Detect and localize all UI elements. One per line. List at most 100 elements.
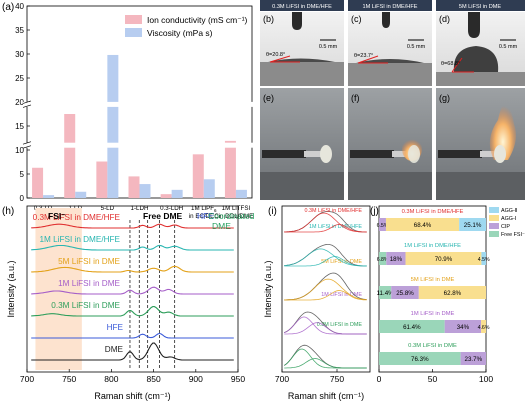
photo-e: (e) (260, 88, 344, 200)
panel-label-j: (j) (370, 206, 379, 217)
row-title-j: 0.3M LiFSI in DME (408, 343, 457, 349)
sample-g (494, 145, 506, 163)
segment-label-j: 62.8% (444, 290, 462, 297)
droplet-d (453, 46, 499, 72)
photo-g: (g) (436, 88, 525, 200)
bar-ion-3 (128, 176, 140, 198)
segment-label-j: 25.1% (464, 222, 482, 229)
photo-panels: 0.3M LiFSI in DME/HFE θ=20.8° 0.5 mm (b)… (260, 0, 525, 200)
bar-ion-0 (32, 167, 44, 198)
y-tick-label-a: 25 (15, 74, 24, 83)
panel-label-e: (e) (263, 93, 274, 103)
annotation-coordinated-dme: DME (212, 221, 231, 231)
segment-label-j: 70.9% (435, 256, 453, 263)
needle-c (382, 12, 390, 28)
segment-agg1 (385, 218, 460, 231)
series-label-h: 1M LiFSI in DME/HFE (39, 235, 120, 244)
legend-label-j: Free FSI⁻ (501, 232, 525, 238)
x-tick-label-i: 750 (330, 374, 344, 384)
panel-label-c: (c) (351, 14, 362, 24)
photo-d-header-bg (436, 0, 525, 11)
series-label-i: 0.3M LiFSI in DME/HFE (304, 208, 362, 214)
segment-cip (379, 218, 386, 231)
panel-label-i: (i) (268, 206, 277, 217)
strip-f (392, 151, 410, 157)
x-label-a: 0.3-LDH (160, 205, 183, 212)
segment-agg2 (481, 252, 486, 265)
y-tick-label-a: 15 (15, 122, 24, 131)
segment-cip (460, 352, 486, 365)
panel-label-f: (f) (351, 93, 360, 103)
series-label-h: 0.3M LiFSI in DME/HFE (33, 213, 121, 222)
row-title-j: 0.3M LiFSI in DME/HFE (402, 209, 464, 215)
series-label-i: 5M LiFSI in DME (321, 259, 362, 265)
table-e (260, 172, 344, 200)
spectrum-h-0 (31, 342, 234, 361)
segment-label-j: 25.8% (396, 290, 414, 297)
x-tick-label-h: 900 (189, 374, 203, 384)
substrate-d (436, 72, 525, 86)
segment-label-j: 6.5% (377, 223, 389, 229)
substrate-b (260, 62, 344, 86)
bar-visc-3 (139, 184, 151, 198)
bar-visc-6 (235, 189, 247, 198)
segment-ffsi (379, 252, 387, 265)
x-label-a: 5-LD (101, 205, 115, 212)
x-label-a: 1M LiPF6 (191, 205, 217, 213)
fsi-band (35, 208, 82, 370)
legend-swatch-a (125, 15, 142, 24)
y-tick-label-a: 30 (15, 50, 24, 59)
series-label-i: 0.3M LiFSI in DME (317, 322, 363, 328)
legend-label-a: Ion conductivity (mS cm⁻¹) (147, 15, 248, 25)
legend-label-j: AGG-Ⅰ (501, 216, 516, 222)
spectrum-h-1 (31, 332, 234, 339)
fit-component-i (284, 212, 367, 233)
annotation-coordinated: Coordinated (208, 211, 255, 221)
legend-label-j: AGG-Ⅱ (501, 208, 517, 214)
photo-c-header-bg (348, 0, 432, 11)
segment-agg2 (459, 218, 486, 231)
x-label-a: in EC/DEC (189, 213, 219, 220)
y-tick-label-a: 10 (15, 146, 24, 155)
axis-break-gap (23, 101, 256, 107)
segment-ffsi (379, 286, 392, 299)
segment-label-j: 34% (457, 324, 470, 331)
scale-d: 0.5 mm (499, 44, 518, 50)
segment-label-j: 6.8% (377, 257, 389, 263)
y-tick-label-a: 35 (15, 26, 24, 35)
annotation-free-dme: Free DME (143, 211, 183, 221)
bar-ion-5 (192, 154, 204, 198)
angle-c: θ=23.7° (354, 53, 373, 59)
bar-ion-6 (224, 140, 236, 198)
angle-d: θ=68.8° (441, 61, 460, 67)
axis-break-gap (23, 142, 256, 148)
legend-swatch-j (489, 207, 499, 213)
row-title-j: 1M LiFSI in DME (411, 311, 455, 317)
panel-label-h: (h) (2, 206, 14, 217)
bar-visc-0 (43, 195, 55, 198)
segment-cip (391, 286, 419, 299)
sample-f (408, 145, 420, 163)
x-label-a: 1-LDH (131, 205, 149, 212)
y-tick-label-a: 0 (20, 194, 25, 203)
bar-visc-4 (171, 189, 183, 198)
segment-label-j: 4.5% (478, 257, 490, 263)
y-axis-title-i: Intensity (a.u.) (263, 260, 273, 317)
scale-b: 0.5 mm (319, 44, 338, 50)
clip-f (350, 150, 394, 158)
legend-swatch-a (125, 28, 142, 37)
segment-label-j: 4.6% (478, 325, 490, 331)
x-axis-title-i: Raman shift (cm⁻¹) (288, 391, 364, 401)
row-title-j: 1M LiFSI in DME/HFE (404, 243, 461, 249)
legend-swatch-j (489, 215, 499, 221)
bar-ion-1 (64, 114, 76, 198)
plot-frame-h (26, 205, 239, 373)
angle-b: θ=20.8° (266, 52, 285, 58)
y-tick-label-a: 5 (20, 170, 25, 179)
photo-b-header-bg (260, 0, 344, 11)
segment-label-j: 11.4% (377, 290, 395, 297)
x-label-a: in DOL/DME (219, 213, 254, 220)
series-label-h: HFE (107, 323, 124, 332)
annotation-hfe: HFE (197, 211, 214, 221)
